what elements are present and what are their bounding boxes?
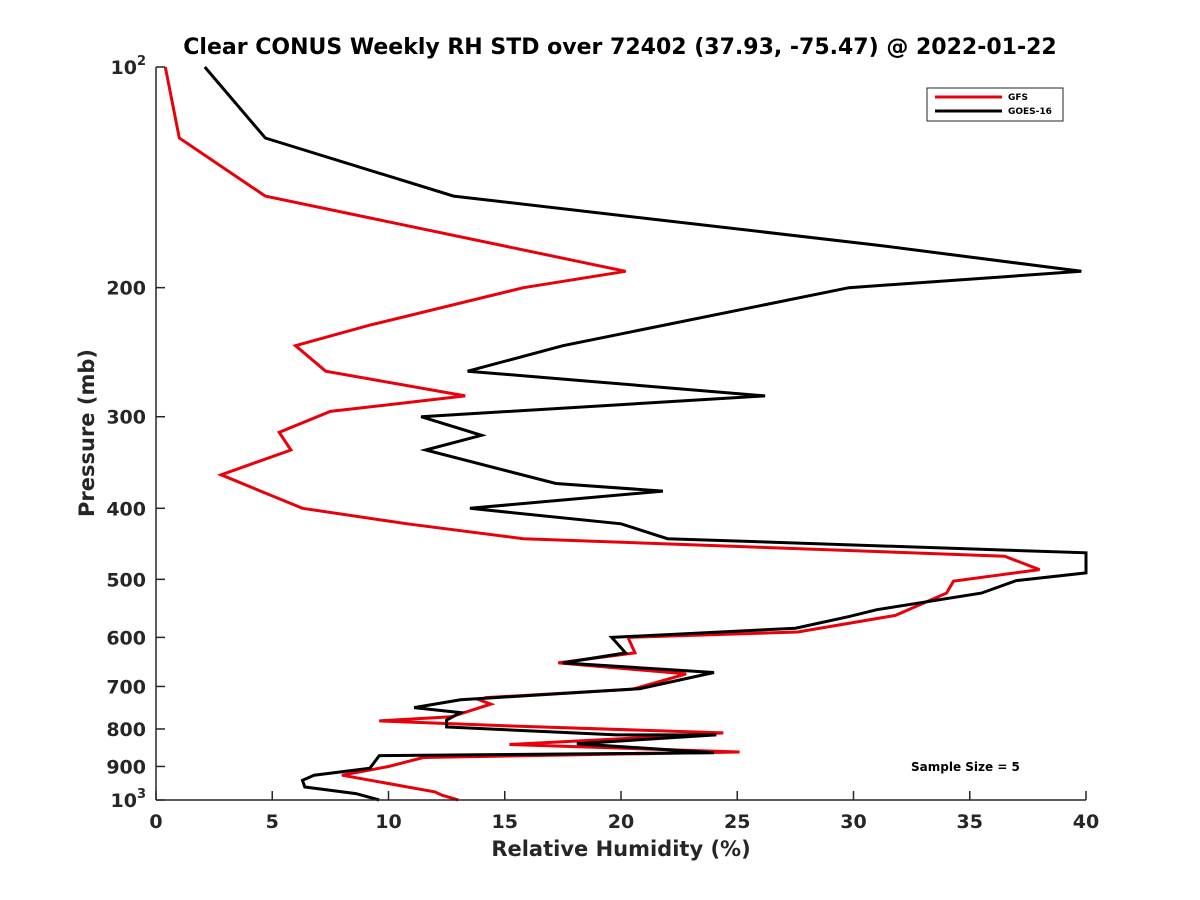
x-tick-label: 20 <box>608 811 634 833</box>
y-tick-label: 103 <box>111 787 147 812</box>
y-tick-label: 102 <box>111 54 147 79</box>
y-tick-label: 200 <box>106 278 146 300</box>
x-tick-label: 5 <box>266 811 279 833</box>
x-tick-label: 25 <box>724 811 750 833</box>
x-axis-label: Relative Humidity (%) <box>491 837 750 861</box>
legend-box <box>926 87 1064 122</box>
x-tick-label: 15 <box>492 811 518 833</box>
legend: GFS GOES-16 <box>926 87 1064 122</box>
y-tick-label: 400 <box>106 498 146 520</box>
y-ticks: 102 200 300 400 500 600 700 800 900 103 <box>106 54 165 812</box>
x-tick-label: 0 <box>149 811 162 833</box>
plot-area <box>156 67 1086 800</box>
series-line-goes16 <box>203 66 1088 802</box>
y-tick-label: 900 <box>106 756 146 778</box>
y-tick-label: 600 <box>106 627 146 649</box>
y-tick-label: 800 <box>106 719 146 741</box>
series-line-gfs <box>163 66 1041 802</box>
x-tick-label: 40 <box>1073 811 1099 833</box>
series-layer <box>163 66 1088 802</box>
x-ticks: 0 5 10 15 20 25 30 35 40 <box>149 791 1099 833</box>
sample-size-annotation: Sample Size = 5 <box>911 760 1020 774</box>
y-tick-label: 300 <box>106 407 146 429</box>
y-axis-label: Pressure (mb) <box>75 349 99 517</box>
x-tick-label: 30 <box>840 811 866 833</box>
y-tick-label: 700 <box>106 676 146 698</box>
x-tick-label: 35 <box>957 811 983 833</box>
legend-label-gfs: GFS <box>1008 93 1028 103</box>
y-tick-label: 500 <box>106 569 146 591</box>
x-tick-label: 10 <box>375 811 401 833</box>
legend-label-goes16: GOES-16 <box>1008 107 1052 117</box>
chart-title: Clear CONUS Weekly RH STD over 72402 (37… <box>183 35 1056 60</box>
